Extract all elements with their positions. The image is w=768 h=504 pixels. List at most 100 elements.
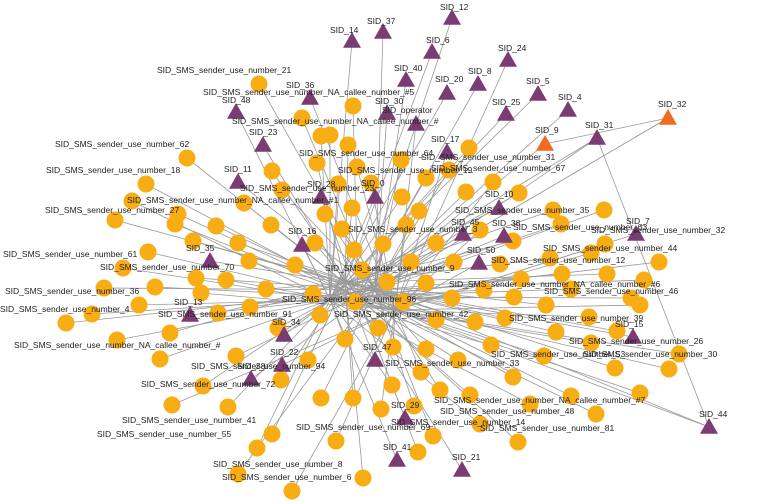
sms-sender-node[interactable] <box>343 199 361 217</box>
sms-sender-node[interactable] <box>427 311 445 329</box>
sms-sender-node[interactable] <box>417 340 435 358</box>
sms-sender-node[interactable] <box>306 234 324 252</box>
sms-sender-node[interactable] <box>547 323 565 341</box>
session-node[interactable] <box>495 227 513 243</box>
sms-sender-node[interactable] <box>369 319 387 337</box>
sms-sender-node[interactable] <box>595 201 613 219</box>
session-node[interactable] <box>275 326 293 342</box>
sms-sender-node[interactable] <box>333 220 351 238</box>
sms-sender-node[interactable] <box>521 395 539 413</box>
session-node[interactable] <box>443 9 461 25</box>
sms-sender-node[interactable] <box>161 324 179 342</box>
session-node[interactable] <box>378 104 396 120</box>
session-node[interactable] <box>396 409 414 425</box>
sms-sender-node[interactable] <box>443 289 461 307</box>
sms-sender-node[interactable] <box>114 259 132 277</box>
sms-sender-node[interactable] <box>482 336 500 354</box>
session-node[interactable] <box>469 75 487 91</box>
session-node[interactable] <box>374 23 392 39</box>
sms-sender-node[interactable] <box>372 400 390 418</box>
sms-sender-node[interactable] <box>209 304 227 322</box>
sms-sender-node[interactable] <box>509 433 527 451</box>
sms-sender-node[interactable] <box>402 253 420 271</box>
sms-sender-node[interactable] <box>491 255 509 273</box>
sms-sender-node[interactable] <box>187 269 205 287</box>
sms-sender-node[interactable] <box>660 360 678 378</box>
sms-sender-node[interactable] <box>248 439 266 457</box>
sms-sender-node[interactable] <box>345 241 363 259</box>
sms-sender-node[interactable] <box>541 249 559 267</box>
sms-sender-node[interactable] <box>83 305 101 323</box>
sms-sender-node[interactable] <box>346 293 364 311</box>
sms-sender-node[interactable] <box>378 273 396 291</box>
sms-sender-node[interactable] <box>471 221 489 239</box>
sms-sender-node[interactable] <box>606 359 624 377</box>
sms-sender-node[interactable] <box>184 232 202 250</box>
sms-sender-node[interactable] <box>412 363 430 381</box>
sms-sender-node[interactable] <box>631 296 649 314</box>
session-node[interactable] <box>201 252 219 268</box>
sms-sender-node[interactable] <box>353 261 371 279</box>
sms-sender-node[interactable] <box>496 309 514 327</box>
sms-sender-node[interactable] <box>227 347 245 365</box>
sms-sender-node[interactable] <box>106 211 124 229</box>
sms-sender-node[interactable] <box>250 75 268 93</box>
sms-sender-node[interactable] <box>163 396 181 414</box>
session-node[interactable] <box>181 306 199 322</box>
sms-sender-node[interactable] <box>219 398 237 416</box>
sms-sender-node[interactable] <box>466 313 484 331</box>
session-node[interactable] <box>273 356 291 372</box>
session-node[interactable] <box>700 418 718 434</box>
sms-sender-node[interactable] <box>504 368 522 386</box>
sms-sender-node[interactable] <box>263 425 281 443</box>
session-node[interactable] <box>388 451 406 467</box>
sms-sender-node[interactable] <box>304 285 322 303</box>
sms-sender-node[interactable] <box>410 202 428 220</box>
sms-sender-node[interactable] <box>535 347 553 365</box>
sms-sender-node[interactable] <box>137 175 155 193</box>
sms-sender-node[interactable] <box>582 334 600 352</box>
sms-sender-node[interactable] <box>192 284 210 302</box>
session-node[interactable] <box>293 236 311 252</box>
sms-sender-node[interactable] <box>596 235 614 253</box>
sms-sender-node[interactable] <box>151 350 169 368</box>
sms-sender-node[interactable] <box>194 377 212 395</box>
sms-sender-node[interactable] <box>354 469 372 487</box>
sms-sender-node[interactable] <box>484 173 502 191</box>
sms-sender-node[interactable] <box>348 158 366 176</box>
sms-sender-node[interactable] <box>598 265 616 283</box>
sms-sender-node[interactable] <box>417 169 435 187</box>
sms-sender-node[interactable] <box>240 252 258 270</box>
session-node[interactable] <box>438 84 456 100</box>
sms-sender-node[interactable] <box>505 288 523 306</box>
sms-sender-node[interactable] <box>440 161 458 179</box>
sms-sender-node[interactable] <box>299 351 317 369</box>
sms-sender-node[interactable] <box>670 345 688 363</box>
sms-sender-node[interactable] <box>312 389 330 407</box>
sms-sender-node[interactable] <box>327 432 345 450</box>
sms-sender-node[interactable] <box>283 482 301 500</box>
sms-sender-node[interactable] <box>384 338 402 356</box>
sms-sender-node[interactable] <box>57 314 75 332</box>
session-node[interactable] <box>497 105 515 121</box>
sms-sender-node[interactable] <box>457 183 475 201</box>
sms-sender-node[interactable] <box>397 216 415 234</box>
highlighted-session-node[interactable] <box>536 135 554 151</box>
sms-sender-node[interactable] <box>262 216 280 234</box>
session-node[interactable] <box>438 143 456 159</box>
session-node[interactable] <box>454 225 472 241</box>
sms-sender-node[interactable] <box>308 154 326 172</box>
sms-sender-node[interactable] <box>635 271 653 289</box>
sms-sender-node[interactable] <box>417 274 435 292</box>
session-node[interactable] <box>423 43 441 59</box>
sms-sender-node[interactable] <box>405 397 423 415</box>
session-node[interactable] <box>227 103 245 119</box>
sms-sender-node[interactable] <box>336 330 354 348</box>
sms-sender-node[interactable] <box>383 376 401 394</box>
sms-sender-node[interactable] <box>321 126 339 144</box>
sms-sender-node[interactable] <box>431 381 449 399</box>
sms-sender-node[interactable] <box>166 215 184 233</box>
sms-sender-node[interactable] <box>582 244 600 262</box>
sms-sender-node[interactable] <box>608 322 626 340</box>
sms-sender-node[interactable] <box>344 389 362 407</box>
